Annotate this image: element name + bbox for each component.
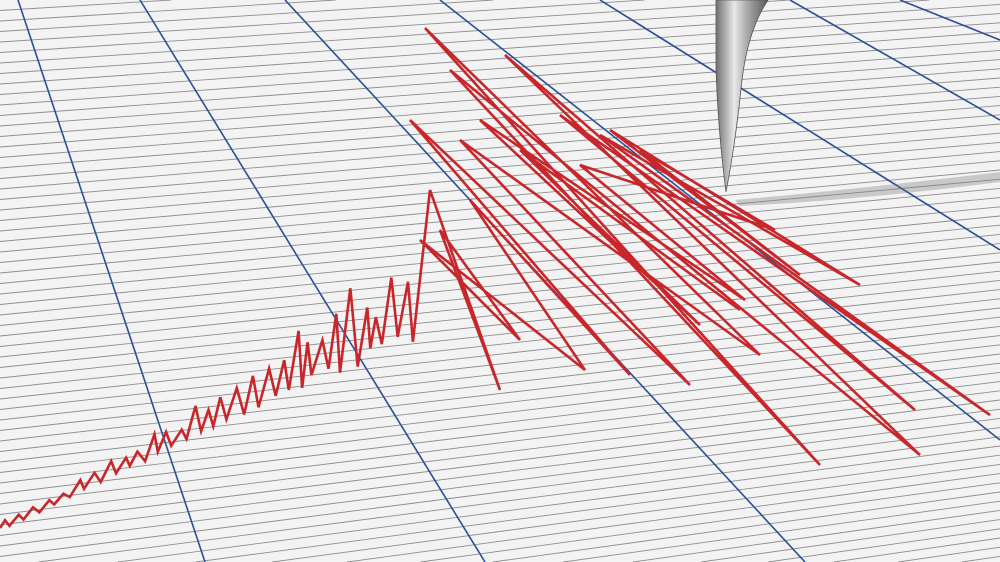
grid-line <box>0 132 1000 221</box>
grid-line <box>0 123 1000 211</box>
guide-line <box>599 0 1000 251</box>
grid-line <box>0 0 494 32</box>
grid-line <box>0 399 1000 526</box>
grid-line <box>0 0 336 22</box>
grid-line <box>0 187 1000 284</box>
grid-line <box>0 206 1000 305</box>
grid-line <box>0 86 1000 169</box>
grid-line <box>632 509 1000 562</box>
grid-line <box>701 519 1000 562</box>
grid-line <box>0 353 1000 473</box>
grid-line <box>0 0 172 11</box>
grid-line <box>0 233 1000 337</box>
grid-line <box>0 40 1000 116</box>
grid-line <box>0 371 1000 494</box>
grid-line <box>492 491 1000 562</box>
grid-line <box>0 289 1000 400</box>
grid-line <box>563 500 1000 562</box>
grid-line <box>0 77 1000 158</box>
guide-line <box>899 0 1000 41</box>
grid-line <box>0 151 1000 242</box>
grid-line <box>0 31 1000 106</box>
grid-line <box>0 390 1000 515</box>
seismograph-needle-icon <box>715 0 769 193</box>
grid-line <box>0 215 1000 316</box>
grid-line <box>117 445 1000 562</box>
grid-line <box>347 473 1000 562</box>
grid-line <box>0 68 1000 148</box>
grid-line <box>0 261 1000 368</box>
grid-line <box>0 59 1000 137</box>
grid-line <box>0 279 1000 389</box>
grid-line <box>0 417 1000 547</box>
grid-line <box>0 298 1000 410</box>
grid-line <box>420 482 1000 562</box>
grid-line <box>0 325 1000 442</box>
grid-line <box>0 105 1000 190</box>
blue-guide-lines <box>17 0 1000 562</box>
grid-line <box>0 169 1000 263</box>
grid-line <box>0 344 1000 463</box>
grid-line <box>0 3 1000 74</box>
grid-line <box>0 408 1000 536</box>
grid-line <box>0 0 930 64</box>
grid-line <box>768 528 1000 562</box>
grid-line <box>0 243 1000 347</box>
grid-line <box>961 555 1000 562</box>
guide-line <box>17 0 206 562</box>
grid-line <box>0 22 1000 95</box>
grid-line <box>0 114 1000 200</box>
grid-line <box>0 307 1000 421</box>
grid-line <box>0 49 1000 127</box>
needle-shadow <box>735 172 1000 206</box>
grid-line <box>833 537 1000 562</box>
grid-line <box>0 270 1000 379</box>
grid-line <box>0 427 1000 557</box>
seismic-trace <box>0 27 991 529</box>
grid-line <box>0 141 1000 232</box>
guide-line <box>139 0 486 562</box>
grid-line <box>0 0 790 53</box>
grid-line <box>0 316 1000 431</box>
grid-line <box>0 381 1000 505</box>
grid-line <box>195 454 1000 562</box>
grid-line <box>0 0 645 43</box>
grid-line <box>272 463 1000 562</box>
grid-line <box>0 224 1000 326</box>
grid-line <box>898 546 1000 562</box>
guide-line <box>789 0 1000 121</box>
